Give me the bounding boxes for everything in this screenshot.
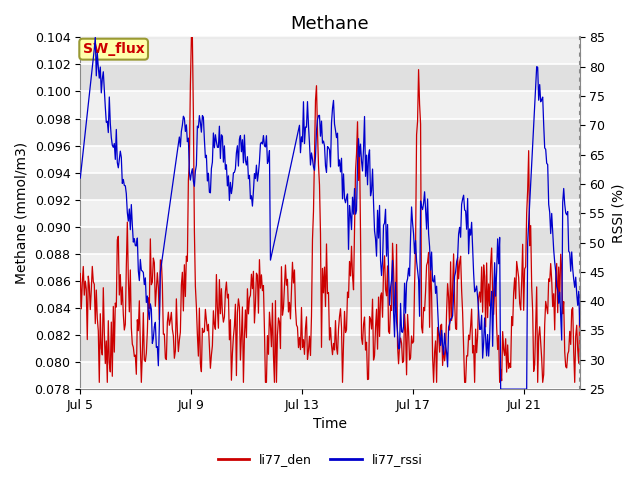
Bar [80,335,580,362]
Bar [80,37,580,64]
Bar [80,200,580,227]
Bar [80,362,580,389]
Bar [80,308,580,335]
Bar [80,92,580,119]
Text: SW_flux: SW_flux [83,42,145,56]
Y-axis label: Methane (mmol/m3): Methane (mmol/m3) [15,142,29,284]
Bar [80,145,580,173]
Legend: li77_den, li77_rssi: li77_den, li77_rssi [212,448,428,471]
Bar [80,281,580,308]
Bar [80,64,580,92]
Title: Methane: Methane [291,15,369,33]
Bar [80,254,580,281]
Bar [80,119,580,145]
X-axis label: Time: Time [313,418,347,432]
Bar [80,173,580,200]
Y-axis label: RSSI (%): RSSI (%) [611,183,625,243]
Bar [80,227,580,254]
